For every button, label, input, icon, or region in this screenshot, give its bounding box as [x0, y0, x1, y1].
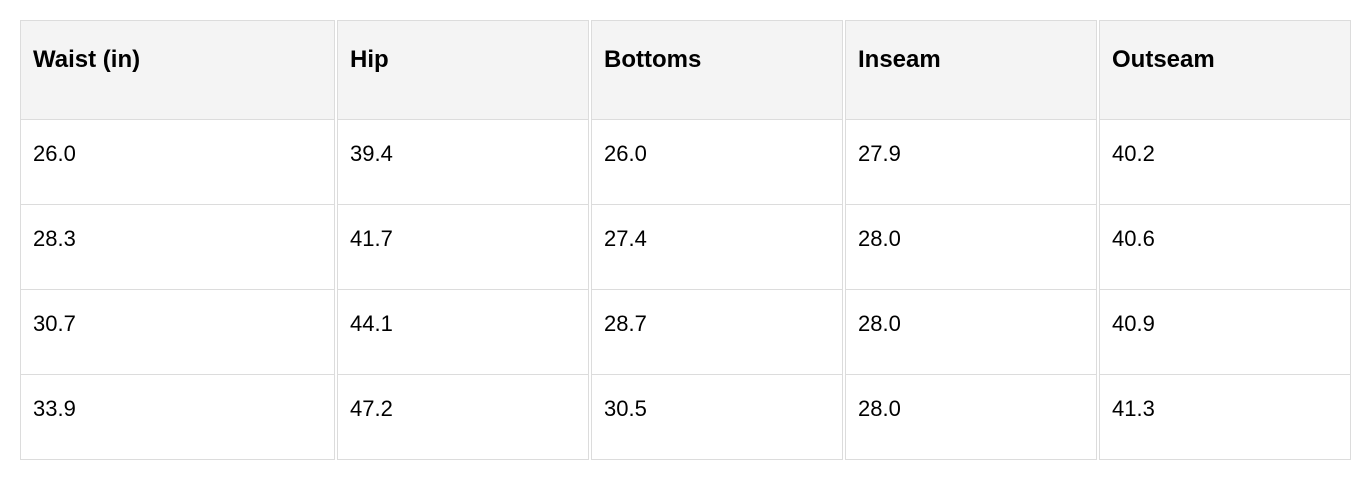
- cell-hip: 41.7: [337, 205, 589, 290]
- cell-inseam: 28.0: [845, 290, 1097, 375]
- header-bottoms: Bottoms: [591, 20, 843, 120]
- cell-hip: 44.1: [337, 290, 589, 375]
- cell-waist: 28.3: [20, 205, 335, 290]
- header-row: Waist (in) Hip Bottoms Inseam Outseam: [20, 20, 1351, 120]
- cell-bottoms: 27.4: [591, 205, 843, 290]
- cell-bottoms: 28.7: [591, 290, 843, 375]
- cell-waist: 30.7: [20, 290, 335, 375]
- cell-hip: 47.2: [337, 375, 589, 460]
- cell-outseam: 40.6: [1099, 205, 1351, 290]
- size-chart-table: Waist (in) Hip Bottoms Inseam Outseam 26…: [18, 20, 1353, 460]
- table-row: 33.9 47.2 30.5 28.0 41.3: [20, 375, 1351, 460]
- cell-waist: 26.0: [20, 120, 335, 205]
- header-waist: Waist (in): [20, 20, 335, 120]
- header-hip: Hip: [337, 20, 589, 120]
- table-row: 28.3 41.7 27.4 28.0 40.6: [20, 205, 1351, 290]
- cell-inseam: 28.0: [845, 375, 1097, 460]
- cell-bottoms: 26.0: [591, 120, 843, 205]
- header-outseam: Outseam: [1099, 20, 1351, 120]
- cell-waist: 33.9: [20, 375, 335, 460]
- table-row: 26.0 39.4 26.0 27.9 40.2: [20, 120, 1351, 205]
- cell-outseam: 40.9: [1099, 290, 1351, 375]
- cell-inseam: 27.9: [845, 120, 1097, 205]
- header-inseam: Inseam: [845, 20, 1097, 120]
- cell-outseam: 40.2: [1099, 120, 1351, 205]
- table-row: 30.7 44.1 28.7 28.0 40.9: [20, 290, 1351, 375]
- cell-inseam: 28.0: [845, 205, 1097, 290]
- cell-bottoms: 30.5: [591, 375, 843, 460]
- cell-outseam: 41.3: [1099, 375, 1351, 460]
- cell-hip: 39.4: [337, 120, 589, 205]
